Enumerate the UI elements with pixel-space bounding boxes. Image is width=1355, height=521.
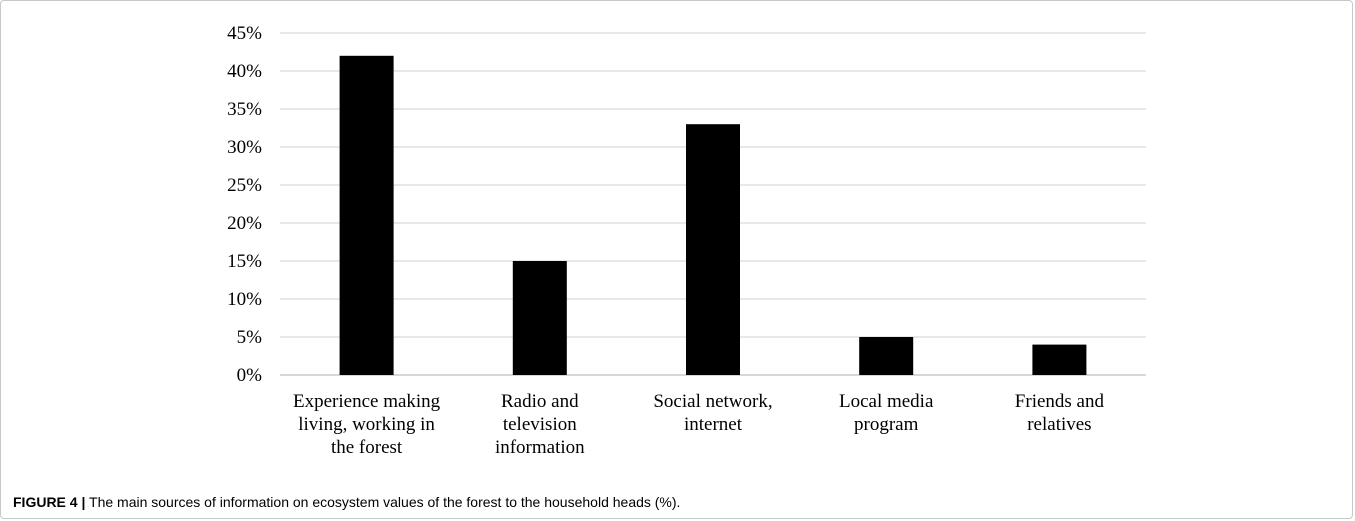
y-tick-label: 10% [227,289,262,310]
gridlines [280,32,1146,376]
caption-text: The main sources of information on ecosy… [85,494,681,510]
bar [339,55,394,376]
y-tick-label: 45% [227,23,262,44]
y-tick-label: 20% [227,213,262,234]
bar [859,337,914,375]
y-tick-label: 5% [237,327,263,348]
x-category-label: Friends and relatives [1015,391,1105,435]
figure-label: FIGURE 4 | [13,494,86,510]
bar [686,124,740,375]
x-category-label: Local media program [839,391,934,435]
y-tick-label: 40% [227,61,262,82]
x-axis-labels: Experience making living, working in the f… [293,391,1104,458]
x-category-label: Radio and television information [495,391,585,458]
figure-caption: FIGURE 4 | The main sources of informati… [13,494,680,510]
bar [512,261,567,375]
y-tick-label: 35% [227,99,262,120]
y-axis-ticks: 0% 5% 10% 15% 20% 25% 30% 35% 40% 45% [227,23,262,386]
x-category-label: Social network, internet [653,391,772,435]
bar-chart: 0% 5% 10% 15% 20% 25% 30% 35% 40% 45% Experience … [227,23,1146,458]
y-tick-label: 25% [227,175,262,196]
y-tick-label: 15% [227,251,262,272]
y-tick-label: 0% [237,365,263,386]
bars [339,55,1087,376]
y-tick-label: 30% [227,137,262,158]
x-category-label: Experience making living, working in the f… [293,391,441,458]
bar [1032,344,1087,375]
